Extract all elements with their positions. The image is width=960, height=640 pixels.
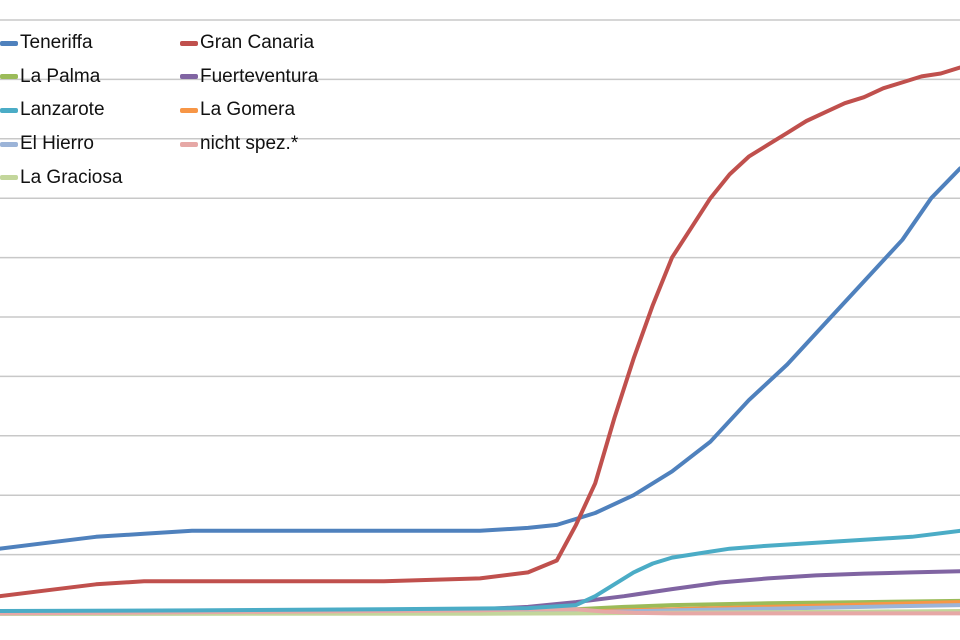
- legend-swatch: [0, 175, 18, 181]
- legend-swatch: [180, 107, 198, 113]
- legend-label: La Gomera: [200, 99, 296, 121]
- legend-label: Gran Canaria: [200, 32, 315, 53]
- legend-swatch: [0, 74, 18, 80]
- chart-series-lines: [0, 65, 960, 616]
- legend-label: La Palma: [20, 65, 101, 87]
- legend-swatch: [0, 40, 18, 46]
- legend-label: La Graciosa: [20, 166, 123, 188]
- legend-item: nicht spez.*: [180, 131, 298, 157]
- legend-label: Lanzarote: [20, 99, 105, 121]
- legend-swatch: [0, 141, 18, 147]
- legend-label: El Hierro: [20, 133, 94, 155]
- legend-item: La Graciosa: [0, 165, 122, 191]
- series-line-teneriffa: [0, 166, 960, 551]
- legend-swatch: [180, 40, 198, 46]
- legend-label: Teneriffa: [20, 32, 93, 53]
- legend-item: La Gomera: [180, 97, 295, 123]
- series-line-gran-canaria: [0, 65, 960, 599]
- legend-item: La Palma: [0, 64, 100, 90]
- legend-item: Teneriffa: [0, 30, 93, 56]
- series-line-lanzarote: [0, 528, 960, 613]
- legend-item: Fuerteventura: [180, 64, 318, 90]
- legend-item: Gran Canaria: [180, 30, 314, 56]
- legend-swatch: [180, 74, 198, 80]
- legend-swatch: [0, 107, 18, 113]
- legend-item: Lanzarote: [0, 97, 105, 123]
- legend-label: nicht spez.*: [200, 133, 299, 155]
- legend-label: Fuerteventura: [200, 65, 319, 87]
- legend-swatch: [180, 141, 198, 147]
- legend-item: El Hierro: [0, 131, 94, 157]
- chart-legend: Teneriffa Gran Canaria La Palma Fuerteventu…: [0, 30, 420, 200]
